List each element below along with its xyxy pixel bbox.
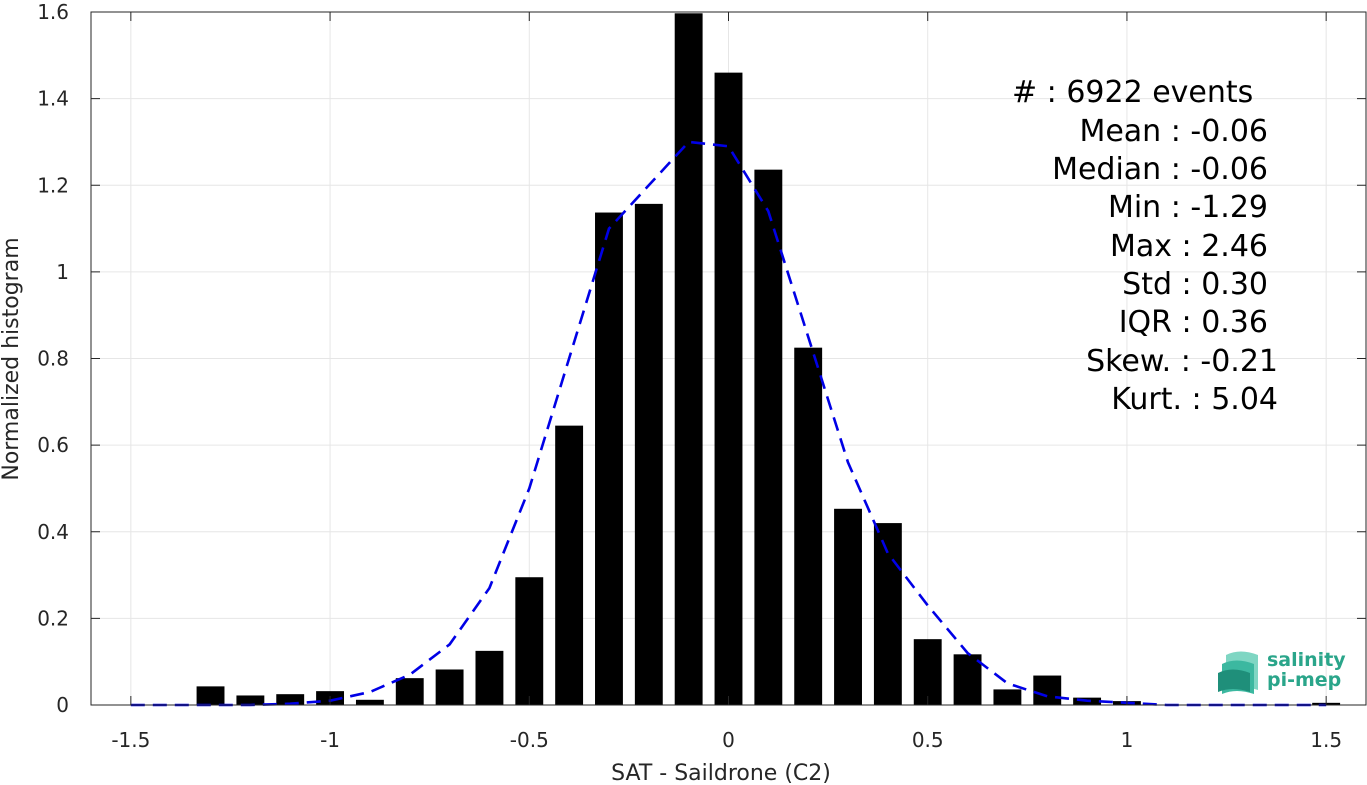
y-tick-label: 1	[56, 260, 69, 284]
histogram-bar	[395, 678, 424, 705]
histogram-bar	[714, 72, 743, 705]
stats-line-skew: Skew. : -0.21	[1086, 344, 1278, 379]
histogram-bars	[196, 13, 1341, 706]
x-axis-label: SAT - Saildrone (C2)	[611, 761, 831, 785]
histogram-bar	[355, 699, 384, 705]
x-tick-label: -1	[320, 728, 340, 752]
stats-line-max: Max : 2.46	[1110, 229, 1268, 264]
histogram-bar	[634, 203, 663, 705]
x-tick-label: -1.5	[111, 728, 150, 752]
x-tick-label: 0	[722, 728, 735, 752]
histogram-bar	[913, 639, 942, 705]
stats-line-count: # : 6922 events	[1012, 75, 1253, 110]
histogram-bar	[993, 689, 1022, 705]
histogram-bar	[754, 169, 783, 706]
histogram-bar	[515, 577, 544, 705]
x-tick-labels: -1.5 -1 -0.5 0 0.5 1 1.5	[111, 728, 1342, 752]
x-tick-label: 1.5	[1310, 728, 1342, 752]
histogram-bar	[475, 650, 504, 705]
stats-line-mean: Mean : -0.06	[1079, 114, 1268, 149]
y-tick-label: 0	[56, 693, 69, 717]
axis-ticks	[91, 11, 1366, 706]
histogram-bar	[196, 686, 225, 705]
logo-waves-icon	[1218, 651, 1258, 694]
y-tick-label: 0.6	[37, 433, 69, 457]
y-tick-labels: 0 0.2 0.4 0.6 0.8 1 1.2 1.4 1.6	[37, 0, 69, 717]
y-tick-label: 1.6	[37, 0, 69, 24]
histogram-bar	[555, 425, 584, 705]
stats-line-median: Median : -0.06	[1052, 152, 1268, 187]
histogram-bar	[276, 694, 305, 705]
logo-line1: salinity	[1267, 649, 1346, 671]
histogram-bar	[595, 212, 623, 706]
histogram-bar	[834, 508, 862, 705]
x-tick-label: 1	[1121, 728, 1134, 752]
stats-line-iqr: IQR : 0.36	[1119, 305, 1268, 340]
stats-line-std: Std : 0.30	[1122, 267, 1268, 302]
histogram-bar	[674, 13, 703, 705]
histogram-bar	[953, 654, 982, 705]
stats-line-min: Min : -1.29	[1108, 190, 1268, 225]
y-tick-label: 0.4	[37, 520, 69, 544]
y-tick-label: 1.4	[37, 87, 69, 111]
y-axis-label: Normalized histogram	[0, 237, 24, 480]
histogram-bar	[794, 347, 823, 705]
y-tick-label: 0.2	[37, 606, 69, 630]
y-tick-label: 1.2	[37, 173, 69, 197]
logo-line2: pi-mep	[1267, 669, 1341, 691]
histogram-bar	[873, 523, 902, 705]
histogram-bar	[236, 695, 265, 705]
x-tick-label: -0.5	[510, 728, 549, 752]
x-tick-label: 0.5	[912, 728, 944, 752]
salinity-pi-mep-logo: salinity pi-mep	[1218, 649, 1346, 694]
histogram-bar	[1033, 675, 1062, 705]
stats-box: # : 6922 events Mean : -0.06 Median : -0…	[1012, 75, 1278, 417]
stats-line-kurt: Kurt. : 5.04	[1111, 382, 1278, 417]
histogram-bar	[435, 669, 464, 705]
y-tick-label: 0.8	[37, 347, 69, 371]
